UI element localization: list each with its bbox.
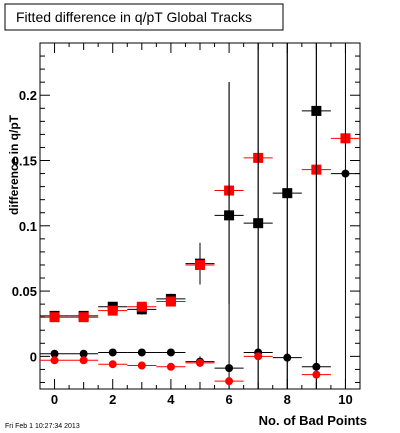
y-tick-label: 0.1: [19, 219, 37, 234]
x-tick-label: 2: [109, 392, 116, 407]
x-tick-label: 0: [51, 392, 58, 407]
data-point-circle: [108, 360, 117, 369]
timestamp-footer: Fri Feb 1 10:27:34 2013: [5, 423, 80, 430]
data-point-circle: [79, 349, 88, 358]
plot-frame: [39, 42, 361, 390]
series-2: [40, 43, 360, 389]
x-tick-label: 8: [284, 392, 291, 407]
y-tick-label: 0.05: [12, 284, 37, 299]
data-point-circle: [50, 356, 59, 365]
data-point-square: [195, 259, 205, 270]
data-point-circle: [225, 364, 234, 373]
series-1: [40, 129, 360, 323]
data-point-circle: [312, 362, 321, 371]
data-point-square: [136, 301, 147, 312]
data-point-circle: [341, 169, 350, 178]
data-marks: [40, 43, 360, 389]
data-point-square: [165, 296, 176, 307]
y-axis-label: difference in q/pT: [7, 114, 21, 215]
data-point-circle: [254, 352, 263, 361]
x-tick-label: 10: [338, 392, 352, 407]
data-point-circle: [166, 362, 175, 371]
data-point-circle: [312, 370, 321, 379]
data-point-circle: [108, 348, 117, 357]
x-tick-label: 6: [225, 392, 232, 407]
data-point-circle: [196, 358, 204, 367]
data-point-circle: [225, 377, 234, 386]
data-point-circle: [283, 353, 292, 362]
data-point-circle: [79, 356, 88, 365]
series-3: [40, 352, 331, 386]
data-point-square: [49, 312, 60, 323]
x-axis-label: No. of Bad Points: [259, 413, 367, 428]
axis-ticks: 0 2 4 6 8 10 0 0.05 0.1 0.15 0.2: [12, 42, 361, 407]
data-point-circle: [166, 348, 175, 357]
data-point-square: [78, 312, 89, 323]
chart-title-box: Fitted difference in q/pT Global Tracks: [4, 3, 284, 31]
data-point-circle: [137, 348, 146, 357]
chart-title-frame: [4, 3, 284, 31]
y-tick-label: 0.15: [12, 154, 37, 169]
x-tick-label: 4: [167, 392, 175, 407]
chart-title: Fitted difference in q/pT Global Tracks: [16, 9, 252, 25]
data-point-square: [107, 305, 118, 316]
data-point-circle: [137, 361, 146, 370]
y-tick-label: 0: [30, 349, 37, 364]
y-tick-label: 0.2: [19, 88, 37, 103]
data-point-circle: [50, 349, 59, 358]
